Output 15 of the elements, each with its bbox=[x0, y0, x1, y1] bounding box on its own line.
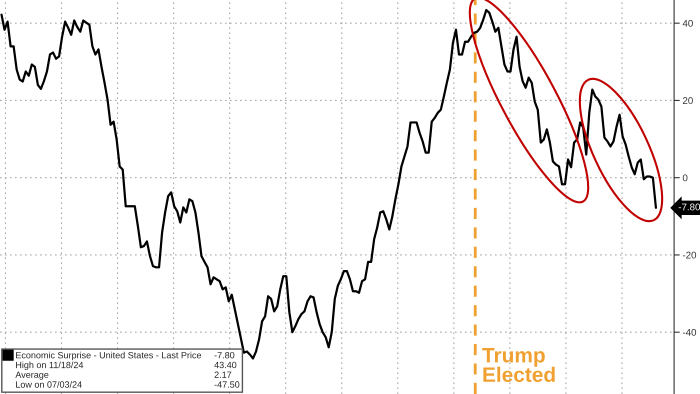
text: -7.80 bbox=[678, 204, 700, 210]
y-tick-label: -20 bbox=[682, 252, 696, 259]
annotation: 43.40 bbox=[214, 362, 236, 368]
annotation: -7.80 bbox=[214, 352, 234, 358]
y-tick-label: 20 bbox=[682, 97, 693, 104]
legend-label: Economic Surprise - United States - Last Price bbox=[16, 352, 202, 360]
annotation: High on 11/18/24 bbox=[16, 362, 84, 370]
annotation: -47.50 bbox=[214, 381, 240, 388]
annotation: 2.17 bbox=[214, 372, 232, 378]
y-tick-label: -40 bbox=[682, 328, 696, 336]
annotation: Low on 07/03/24 bbox=[16, 381, 82, 388]
annotation: Average bbox=[15, 372, 48, 380]
annotation: Trump Elected bbox=[482, 348, 555, 382]
y-tick-label: 40 bbox=[682, 20, 693, 27]
y-tick-label: 0 bbox=[682, 174, 688, 182]
